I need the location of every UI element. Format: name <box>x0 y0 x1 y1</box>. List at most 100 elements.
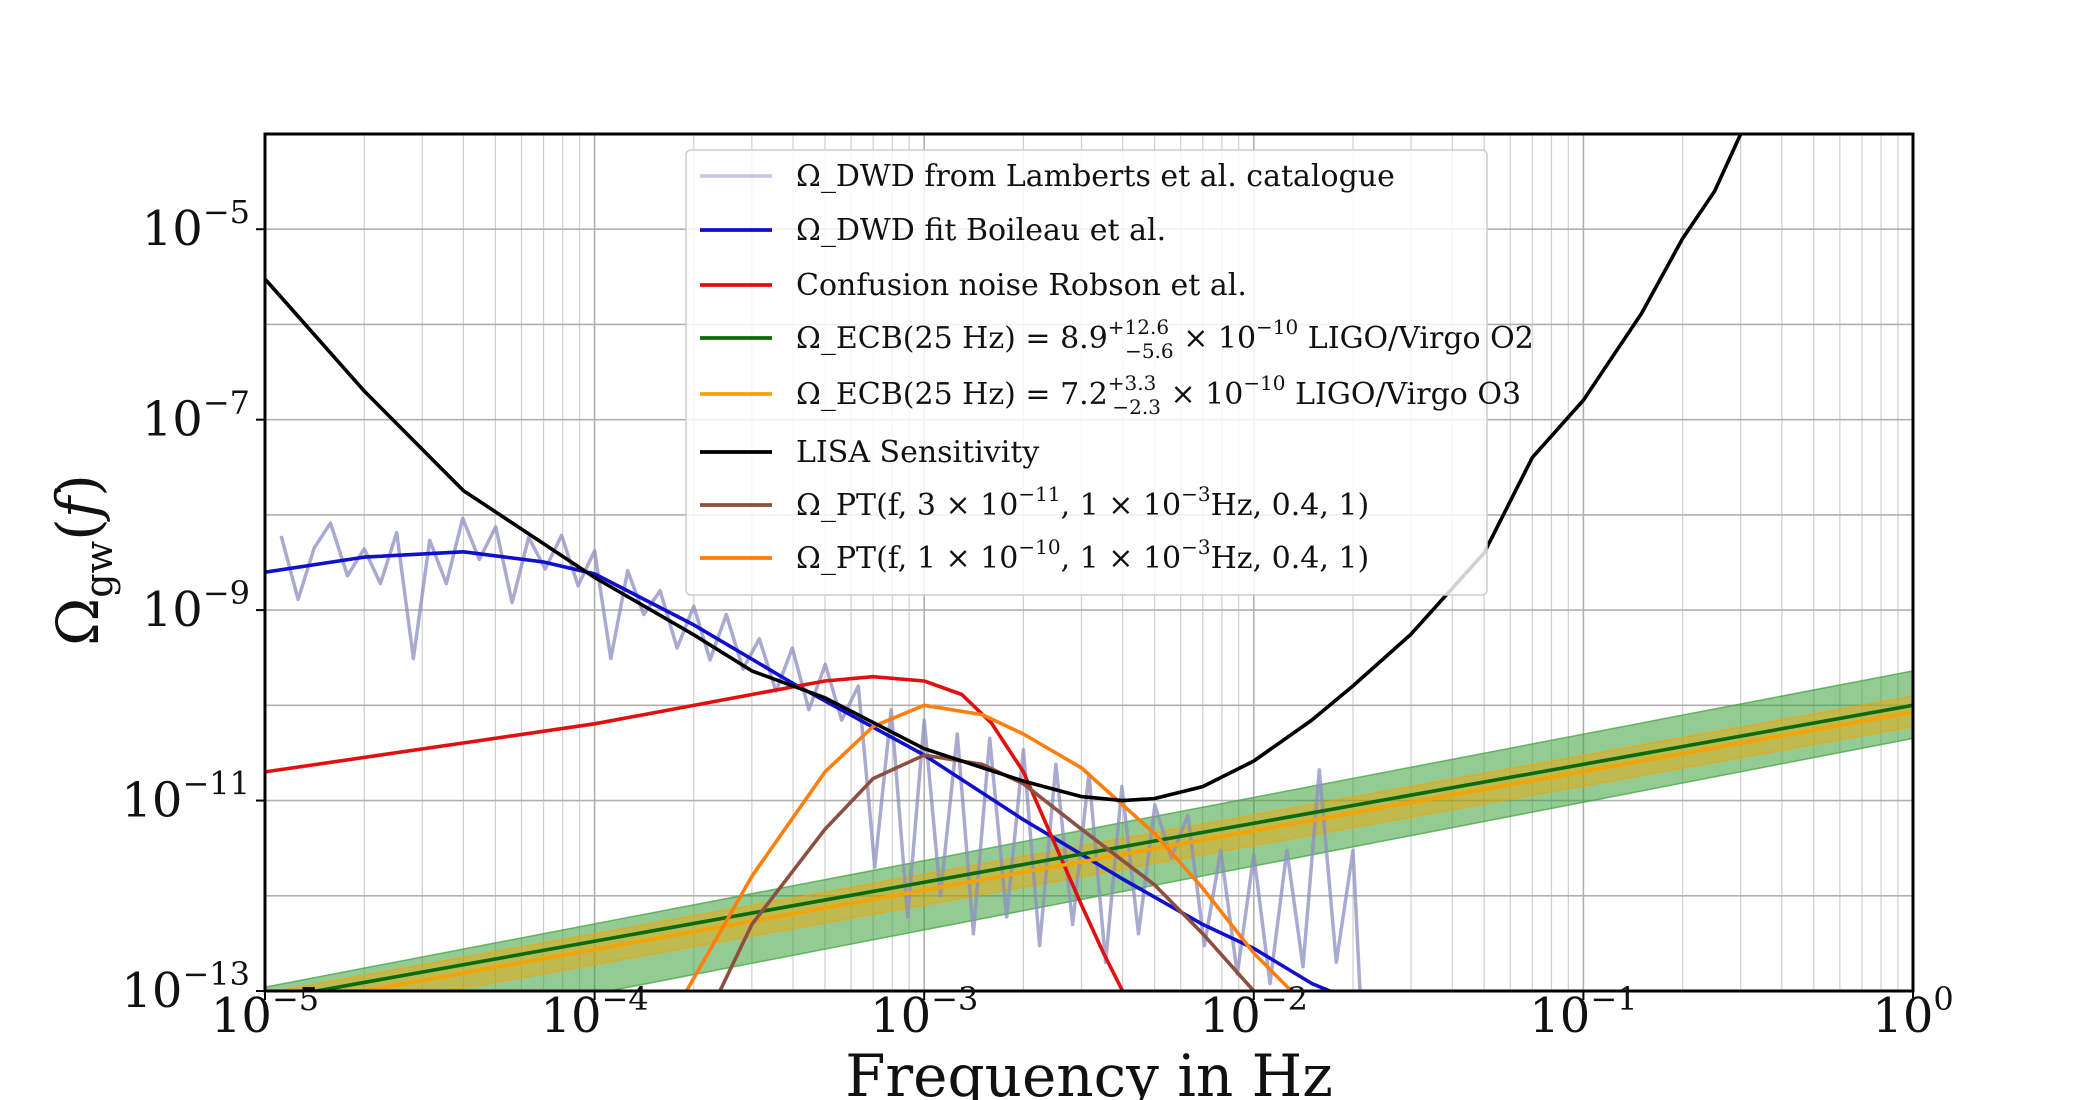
legend-label: Ω_ECB(25 Hz) = 8.9+12.6 −5.6 × 10−10 LIGO… <box>796 315 1534 363</box>
series-path <box>684 703 1293 991</box>
y-tick-label: 10−7 <box>142 384 250 448</box>
data-point <box>528 537 530 539</box>
data-point <box>1410 633 1412 635</box>
data-point <box>577 585 579 587</box>
x-tick-label: 10−3 <box>870 980 978 1044</box>
data-point <box>1154 798 1156 800</box>
data-point <box>751 670 753 672</box>
data-point <box>1171 857 1173 859</box>
series-line <box>684 703 1293 991</box>
legend-entry: Ω_PT(f, 3 × 10−11, 1 × 10−3Hz, 0.4, 1) <box>700 482 1369 523</box>
data-point <box>1023 771 1025 773</box>
data-point <box>1081 796 1083 798</box>
data-point <box>1253 948 1255 950</box>
data-point <box>1202 933 1204 935</box>
series-path <box>279 516 1362 991</box>
data-point <box>981 714 983 716</box>
data-point <box>751 694 753 696</box>
data-point <box>1319 769 1321 771</box>
data-point <box>872 676 874 678</box>
legend-label: LISA Sensitivity <box>796 435 1039 470</box>
data-point <box>742 668 744 670</box>
data-point <box>841 719 843 721</box>
legend-entry: LISA Sensitivity <box>700 435 1039 470</box>
series-line <box>265 134 1743 803</box>
y-tick-label: 10−9 <box>142 574 250 638</box>
series-line <box>718 753 1256 991</box>
data-point <box>1023 783 1025 785</box>
data-point <box>1121 786 1123 788</box>
data-point <box>991 722 993 724</box>
legend-label: Ω_PT(f, 3 × 10−11, 1 × 10−3Hz, 0.4, 1) <box>796 482 1369 523</box>
data-point <box>1187 815 1189 817</box>
data-point <box>1336 962 1338 964</box>
data-point <box>676 647 678 649</box>
x-tick-label: 10−1 <box>1529 980 1637 1044</box>
data-point <box>923 680 925 682</box>
series-path <box>265 134 1743 803</box>
data-point <box>313 547 315 549</box>
data-point <box>1253 952 1255 954</box>
data-point <box>544 568 546 570</box>
x-tick-label: 10−2 <box>1200 980 1308 1044</box>
data-point <box>297 599 299 601</box>
data-point <box>973 933 975 935</box>
legend-box <box>685 149 1488 596</box>
data-point <box>1154 833 1156 835</box>
data-point <box>751 876 753 878</box>
legend-entry: Ω_DWD from Lamberts et al. catalogue <box>700 159 1395 194</box>
data-point <box>413 658 415 660</box>
data-point <box>709 659 711 661</box>
data-point <box>824 680 826 682</box>
legend-label: Ω_DWD from Lamberts et al. catalogue <box>796 159 1395 194</box>
legend-label: Ω_DWD fit Boileau et al. <box>796 213 1166 248</box>
svg-text:Ωgw(f): Ωgw(f) <box>44 474 121 646</box>
data-point <box>1055 844 1057 846</box>
data-point <box>1072 924 1074 926</box>
series-line <box>353 710 1913 991</box>
data-point <box>858 685 860 687</box>
data-point <box>479 559 481 561</box>
data-point <box>1138 933 1140 935</box>
data-point <box>1532 457 1534 459</box>
y-axis-label: Ωgw(f) <box>44 474 121 646</box>
data-point <box>693 605 695 607</box>
data-point <box>1081 828 1083 830</box>
ecb-uncertainty-band <box>265 670 1913 991</box>
data-point <box>726 614 728 616</box>
x-axis-ticks: 10−5 10−4 10−3 10−2 10−1 100 <box>211 980 1954 1044</box>
data-point <box>923 748 925 750</box>
data-point <box>1682 238 1684 240</box>
data-point <box>1122 800 1124 802</box>
data-point <box>1006 916 1008 918</box>
data-point <box>429 540 431 542</box>
data-point <box>1204 945 1206 947</box>
data-point <box>1352 685 1354 687</box>
data-point <box>627 570 629 572</box>
data-point <box>1220 850 1222 852</box>
y-axis-ticks: 10−13 10−11 10−9 10−7 10−5 <box>121 193 265 1019</box>
data-point <box>923 705 925 707</box>
data-point <box>825 664 827 666</box>
series-line <box>306 703 1913 991</box>
x-axis-label: Frequency in Hz <box>845 1042 1333 1100</box>
data-point <box>1039 945 1041 947</box>
data-point <box>396 532 398 534</box>
data-point <box>363 548 365 550</box>
data-point <box>543 561 545 563</box>
data-point <box>1311 719 1313 721</box>
data-point <box>511 602 513 604</box>
series-line <box>279 516 1362 991</box>
y-tick-label: 10−13 <box>121 955 250 1019</box>
data-point <box>1714 191 1716 193</box>
data-point <box>693 624 695 626</box>
data-point <box>792 647 794 649</box>
legend-entry: Ω_ECB(25 Hz) = 8.9+12.6 −5.6 × 10−10 LIGO… <box>700 315 1534 363</box>
data-point <box>561 535 563 537</box>
data-point <box>463 490 465 492</box>
legend-entry: Confusion noise Robson et al. <box>700 268 1247 303</box>
data-point <box>1583 399 1585 401</box>
data-point <box>989 738 991 740</box>
legend-entry: Ω_DWD fit Boileau et al. <box>700 213 1166 248</box>
y-tick-label: 10−5 <box>142 193 250 257</box>
